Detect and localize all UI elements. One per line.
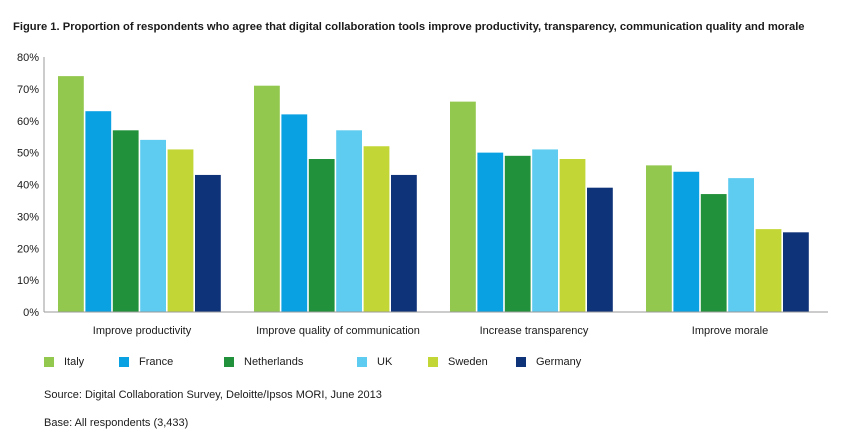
bar-netherlands <box>700 194 727 312</box>
y-tick-label: 70% <box>17 84 39 96</box>
bar-italy <box>254 85 280 312</box>
bar-sweden <box>755 229 782 312</box>
chart-title: Figure 1. Proportion of respondents who … <box>13 21 805 33</box>
legend-swatch <box>516 357 526 367</box>
category-label: Improve productivity <box>93 325 192 337</box>
category-label: Increase transparency <box>480 325 589 337</box>
bar-germany <box>391 174 417 312</box>
bar-italy <box>646 165 672 312</box>
bar-france <box>85 111 112 312</box>
bar-italy <box>58 76 84 312</box>
bar-sweden <box>363 146 390 312</box>
y-tick-label: 80% <box>17 52 39 64</box>
legend-swatch <box>224 357 234 367</box>
legend-swatch <box>357 357 367 367</box>
legend-item-germany: Germany <box>516 356 606 368</box>
bar-netherlands <box>112 130 139 312</box>
bar-uk <box>336 130 362 312</box>
bar-france <box>477 152 504 312</box>
bar-france <box>281 114 308 312</box>
category-label: Improve quality of communication <box>256 325 420 337</box>
bar-chart: 0% 10% 20% 30% 40% 50% 60% 70% 80% Improve produ… <box>17 52 828 337</box>
y-axis-ticks: 0% 10% 20% 30% 40% 50% 60% 70% 80% <box>17 52 39 319</box>
legend-label: Netherlands <box>244 356 304 368</box>
y-tick-label: 0% <box>23 307 39 319</box>
bar-germany <box>783 232 809 312</box>
legend-item-france: France <box>119 356 224 368</box>
source-note: Source: Digital Collaboration Survey, De… <box>44 389 382 401</box>
bar-netherlands <box>308 159 335 312</box>
y-tick-label: 10% <box>17 275 39 287</box>
legend-item-italy: Italy <box>44 356 119 368</box>
legend-label: France <box>139 356 174 368</box>
legend-swatch <box>44 357 54 367</box>
y-tick-label: 50% <box>17 148 39 160</box>
y-tick-label: 20% <box>17 243 39 255</box>
bar-italy <box>450 101 476 312</box>
legend-item-uk: UK <box>357 356 428 368</box>
base-note: Base: All respondents (3,433) <box>44 417 189 429</box>
legend-label: Sweden <box>448 356 488 368</box>
legend-swatch <box>428 357 438 367</box>
bar-sweden <box>167 149 194 312</box>
y-tick-label: 60% <box>17 116 39 128</box>
legend-label: Germany <box>536 356 582 368</box>
bar-uk <box>532 149 558 312</box>
bar-france <box>673 171 700 312</box>
legend-item-sweden: Sweden <box>428 356 516 368</box>
legend-item-netherlands: Netherlands <box>224 356 357 368</box>
legend: Italy France Netherlands UK Sweden Germany <box>44 356 606 368</box>
bar-netherlands <box>504 155 531 312</box>
bar-uk <box>140 139 166 312</box>
legend-swatch <box>119 357 129 367</box>
y-tick-label: 40% <box>17 180 39 192</box>
bars <box>58 76 809 312</box>
category-label: Improve morale <box>692 325 768 337</box>
bar-uk <box>728 178 754 312</box>
bar-germany <box>587 187 613 312</box>
bar-germany <box>195 174 221 312</box>
legend-label: UK <box>377 356 393 368</box>
y-tick-label: 30% <box>17 211 39 223</box>
category-labels: Improve productivity Improve quality of c… <box>93 325 768 337</box>
legend-label: Italy <box>64 356 85 368</box>
bar-sweden <box>559 159 586 312</box>
